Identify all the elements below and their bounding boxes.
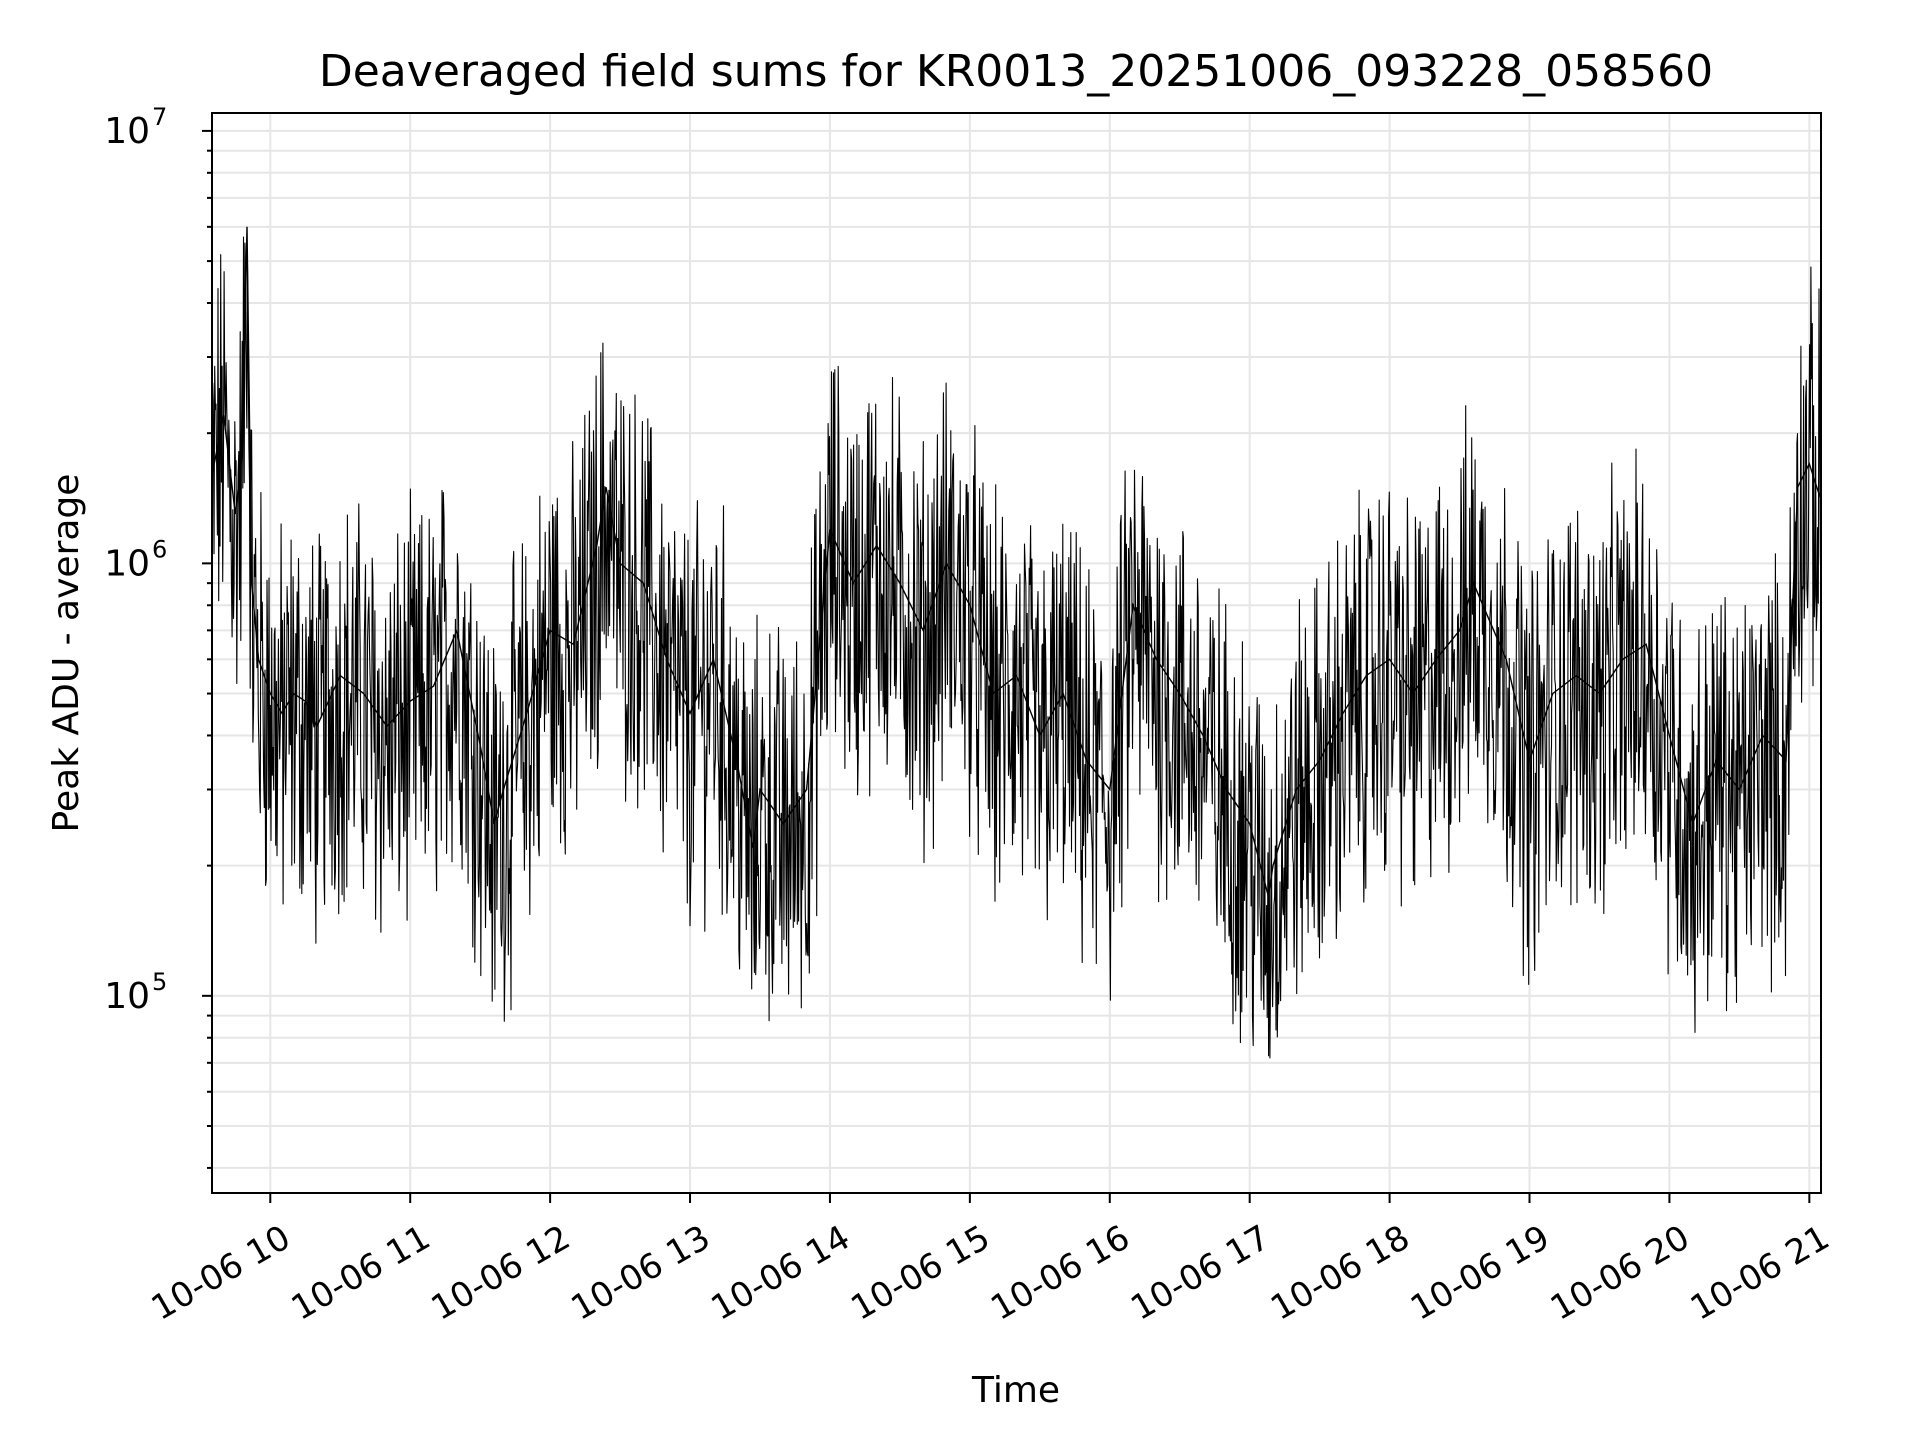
- plot-area: [211, 226, 1822, 1059]
- y-tick-label: 10: [104, 543, 150, 584]
- y-tick-label-exponent: 7: [152, 103, 167, 131]
- y-tick-label: 10: [104, 111, 150, 152]
- y-axis-label: Peak ADU - average: [46, 474, 87, 833]
- y-tick-label-exponent: 5: [152, 968, 167, 996]
- chart-title: Deaveraged field sums for KR0013_2025100…: [319, 46, 1713, 97]
- y-tick-label-exponent: 6: [152, 535, 167, 563]
- plot-frame: [211, 112, 1822, 1194]
- y-tick-label: 10: [104, 976, 150, 1017]
- series-line: [211, 226, 1822, 897]
- series-line-noise: [211, 236, 1822, 1059]
- x-axis-label: Time: [971, 1370, 1060, 1411]
